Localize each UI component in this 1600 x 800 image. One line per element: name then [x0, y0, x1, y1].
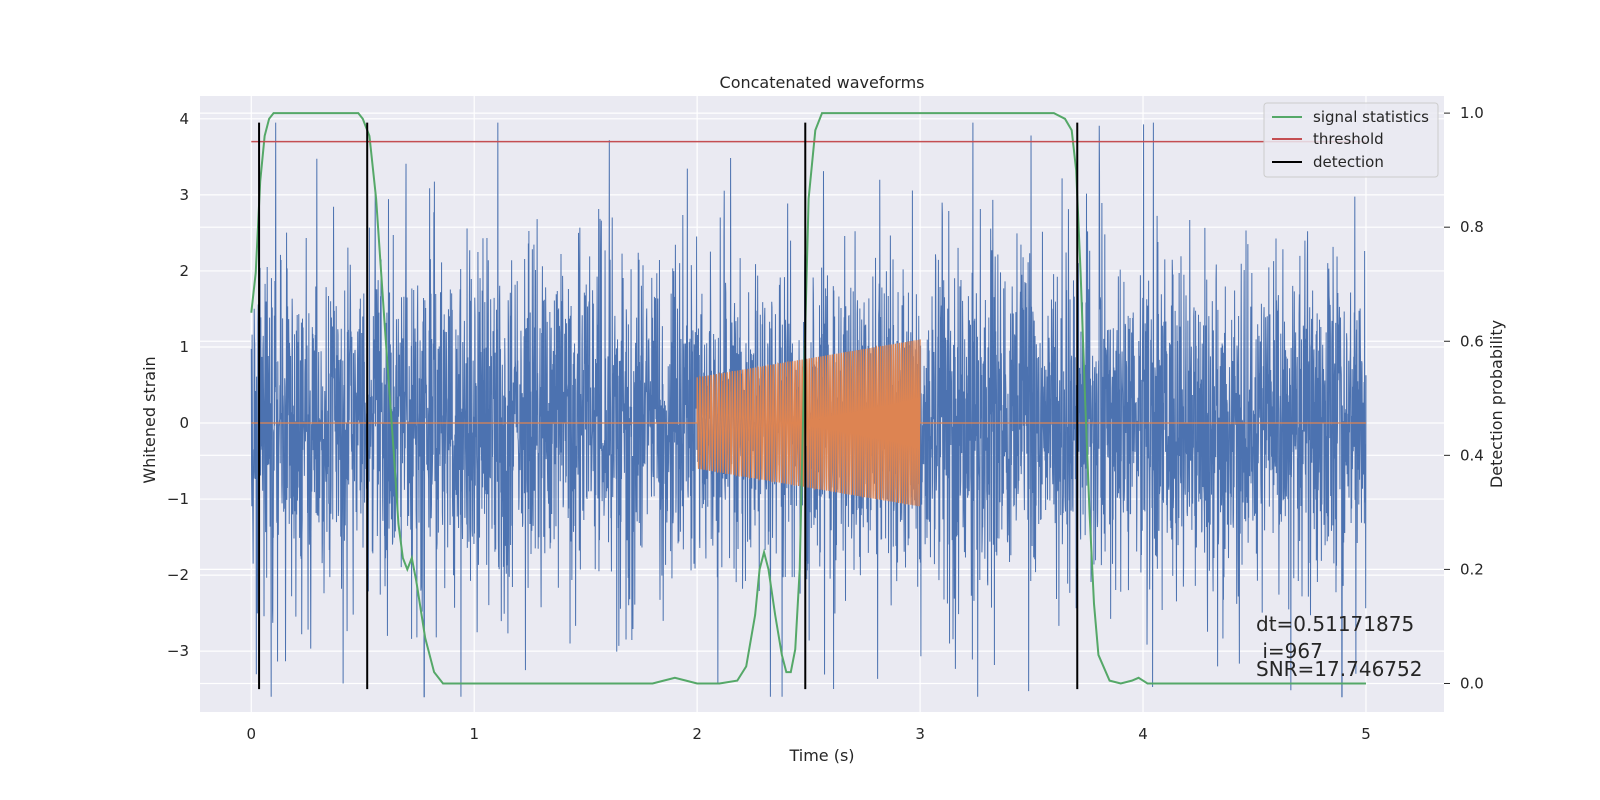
- y-tick-label: 2: [179, 262, 189, 280]
- y-axis-label: Whitened strain: [140, 356, 159, 483]
- x-tick-label: 4: [1138, 725, 1148, 743]
- signal-statistics-line: [250, 112, 1366, 685]
- y-tick-label: −3: [167, 642, 189, 660]
- waveform-line: [251, 339, 1366, 507]
- annotation-index: i=967: [1256, 639, 1323, 663]
- x-tick-label: 2: [692, 725, 702, 743]
- legend: signal statistics threshold detection: [1263, 102, 1439, 178]
- x-tick-label: 5: [1361, 725, 1371, 743]
- y-tick-label: −1: [167, 490, 189, 508]
- y-tick-label: 0: [179, 414, 189, 432]
- x-tick-label: 3: [915, 725, 925, 743]
- y2-tick-label: 0.4: [1460, 446, 1484, 464]
- y-tick-label: 4: [179, 110, 189, 128]
- legend-label-detection: detection: [1313, 153, 1384, 171]
- y-tick-label: 1: [179, 338, 189, 356]
- legend-label-threshold: threshold: [1313, 130, 1384, 148]
- y2-tick-label: 0.8: [1460, 218, 1484, 236]
- y2-tick-label: 0.2: [1460, 560, 1484, 578]
- y2-tick-label: 0.6: [1460, 332, 1484, 350]
- legend-box: [1263, 102, 1439, 178]
- y2-tick-label: 0.0: [1460, 674, 1484, 692]
- y2-axis-label: Detection probability: [1487, 320, 1506, 488]
- x-tick-label: 1: [469, 725, 479, 743]
- ticks: 0 1 2 3 4 5 −3 −2 −1 0 1 2 3 4 0.0 0.2 0.4 0.6 0.8 1.0: [167, 104, 1484, 743]
- y-tick-label: −2: [167, 566, 189, 584]
- legend-label-signal-statistics: signal statistics: [1313, 108, 1429, 126]
- y2-tick-label: 1.0: [1460, 104, 1484, 122]
- x-tick-label: 0: [247, 725, 257, 743]
- series-layer: [250, 112, 1367, 698]
- x-axis-label: Time (s): [788, 746, 854, 765]
- annotation-dt: dt=0.51171875: [1256, 612, 1414, 636]
- chart-title: Concatenated waveforms: [720, 73, 925, 92]
- annotation-snr: SNR=17.746752: [1256, 657, 1422, 681]
- y-tick-label: 3: [179, 186, 189, 204]
